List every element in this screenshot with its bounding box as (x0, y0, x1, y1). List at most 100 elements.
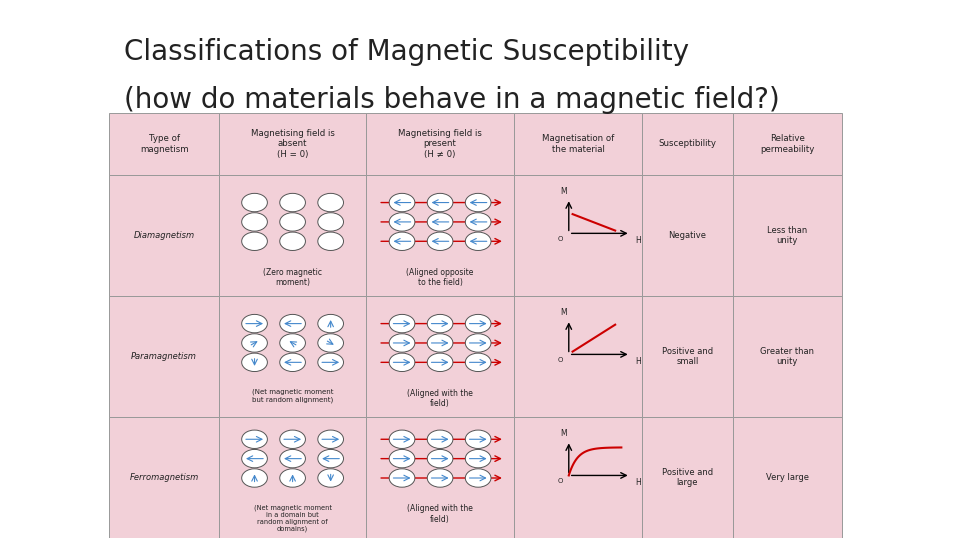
Bar (514, 296, 642, 417)
Ellipse shape (427, 449, 453, 468)
Bar (219, 296, 367, 417)
Ellipse shape (242, 430, 268, 448)
Ellipse shape (466, 334, 491, 352)
Ellipse shape (427, 314, 453, 333)
Ellipse shape (279, 334, 305, 352)
Bar (367, 417, 514, 538)
Bar (109, 417, 219, 538)
Text: (Aligned with the
field): (Aligned with the field) (407, 389, 473, 408)
Ellipse shape (389, 232, 415, 251)
Ellipse shape (279, 449, 305, 468)
Text: (Aligned opposite
to the field): (Aligned opposite to the field) (406, 268, 474, 287)
Text: M: M (560, 308, 566, 317)
Text: O: O (558, 235, 564, 241)
Bar (732, 113, 842, 175)
Text: Magnetising field is
present
(H ≠ 0): Magnetising field is present (H ≠ 0) (398, 129, 482, 159)
Ellipse shape (466, 430, 491, 448)
Bar (514, 417, 642, 538)
Bar (514, 175, 642, 296)
Ellipse shape (427, 213, 453, 231)
Ellipse shape (242, 213, 268, 231)
Bar (642, 417, 732, 538)
Text: (Net magnetic moment
but random alignment): (Net magnetic moment but random alignmen… (252, 389, 333, 403)
Ellipse shape (318, 353, 344, 372)
Ellipse shape (279, 430, 305, 448)
Text: (Aligned with the
field): (Aligned with the field) (407, 504, 473, 524)
Ellipse shape (318, 193, 344, 212)
Ellipse shape (389, 353, 415, 372)
Text: M: M (560, 187, 566, 195)
Bar (642, 113, 732, 175)
Bar (732, 296, 842, 417)
Bar (732, 175, 842, 296)
Bar (642, 296, 732, 417)
Ellipse shape (242, 334, 268, 352)
Bar (367, 175, 514, 296)
Text: Susceptibility: Susceptibility (659, 139, 716, 148)
Text: H: H (636, 477, 641, 487)
Ellipse shape (389, 469, 415, 487)
Ellipse shape (389, 314, 415, 333)
Text: Positive and
large: Positive and large (661, 468, 713, 487)
Ellipse shape (318, 213, 344, 231)
Text: O: O (558, 477, 564, 484)
Ellipse shape (427, 193, 453, 212)
Text: (how do materials behave in a magnetic field?): (how do materials behave in a magnetic f… (124, 86, 780, 114)
Bar (367, 113, 514, 175)
Text: H: H (636, 235, 641, 245)
Ellipse shape (318, 334, 344, 352)
Ellipse shape (466, 449, 491, 468)
Text: Type of
magnetism: Type of magnetism (140, 134, 188, 153)
Bar (109, 175, 219, 296)
Ellipse shape (466, 213, 491, 231)
Ellipse shape (279, 469, 305, 487)
Ellipse shape (242, 232, 268, 251)
Ellipse shape (242, 449, 268, 468)
Bar (109, 296, 219, 417)
Text: H: H (636, 356, 641, 366)
Bar (109, 113, 219, 175)
Text: Relative
permeability: Relative permeability (760, 134, 815, 153)
Ellipse shape (279, 314, 305, 333)
Text: Magnetising field is
absent
(H = 0): Magnetising field is absent (H = 0) (251, 129, 334, 159)
Ellipse shape (427, 232, 453, 251)
Text: M: M (560, 429, 566, 438)
Ellipse shape (279, 353, 305, 372)
Text: Less than
unity: Less than unity (767, 226, 807, 245)
Ellipse shape (466, 469, 491, 487)
Ellipse shape (389, 193, 415, 212)
Ellipse shape (242, 314, 268, 333)
Text: Greater than
unity: Greater than unity (760, 347, 814, 366)
Ellipse shape (389, 213, 415, 231)
Ellipse shape (389, 430, 415, 448)
Ellipse shape (466, 353, 491, 372)
Ellipse shape (242, 193, 268, 212)
Ellipse shape (389, 334, 415, 352)
Text: Negative: Negative (668, 231, 707, 240)
Ellipse shape (318, 449, 344, 468)
Ellipse shape (318, 314, 344, 333)
Bar (219, 175, 367, 296)
Text: Very large: Very large (766, 473, 809, 482)
Text: Positive and
small: Positive and small (661, 347, 713, 366)
Bar (514, 113, 642, 175)
Ellipse shape (427, 334, 453, 352)
Text: (Net magnetic moment
in a domain but
random alignment of
domains): (Net magnetic moment in a domain but ran… (253, 504, 331, 532)
Bar (732, 417, 842, 538)
Ellipse shape (279, 213, 305, 231)
Ellipse shape (318, 232, 344, 251)
Text: (Zero magnetic
moment): (Zero magnetic moment) (263, 268, 323, 287)
Text: Paramagnetism: Paramagnetism (132, 352, 197, 361)
Text: Diamagnetism: Diamagnetism (133, 231, 195, 240)
Text: Classifications of Magnetic Susceptibility: Classifications of Magnetic Susceptibili… (124, 38, 688, 66)
Bar (219, 417, 367, 538)
Ellipse shape (242, 353, 268, 372)
Ellipse shape (279, 232, 305, 251)
Text: Ferromagnetism: Ferromagnetism (130, 473, 199, 482)
Ellipse shape (318, 469, 344, 487)
Ellipse shape (389, 449, 415, 468)
Ellipse shape (279, 193, 305, 212)
Text: O: O (558, 356, 564, 362)
Ellipse shape (466, 193, 491, 212)
Ellipse shape (427, 353, 453, 372)
